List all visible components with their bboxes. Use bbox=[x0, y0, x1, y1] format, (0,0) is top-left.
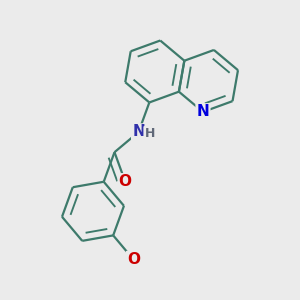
Text: O: O bbox=[119, 174, 132, 189]
Text: H: H bbox=[144, 127, 155, 140]
Text: N: N bbox=[132, 124, 145, 140]
Text: N: N bbox=[196, 104, 209, 119]
Text: O: O bbox=[127, 252, 140, 267]
